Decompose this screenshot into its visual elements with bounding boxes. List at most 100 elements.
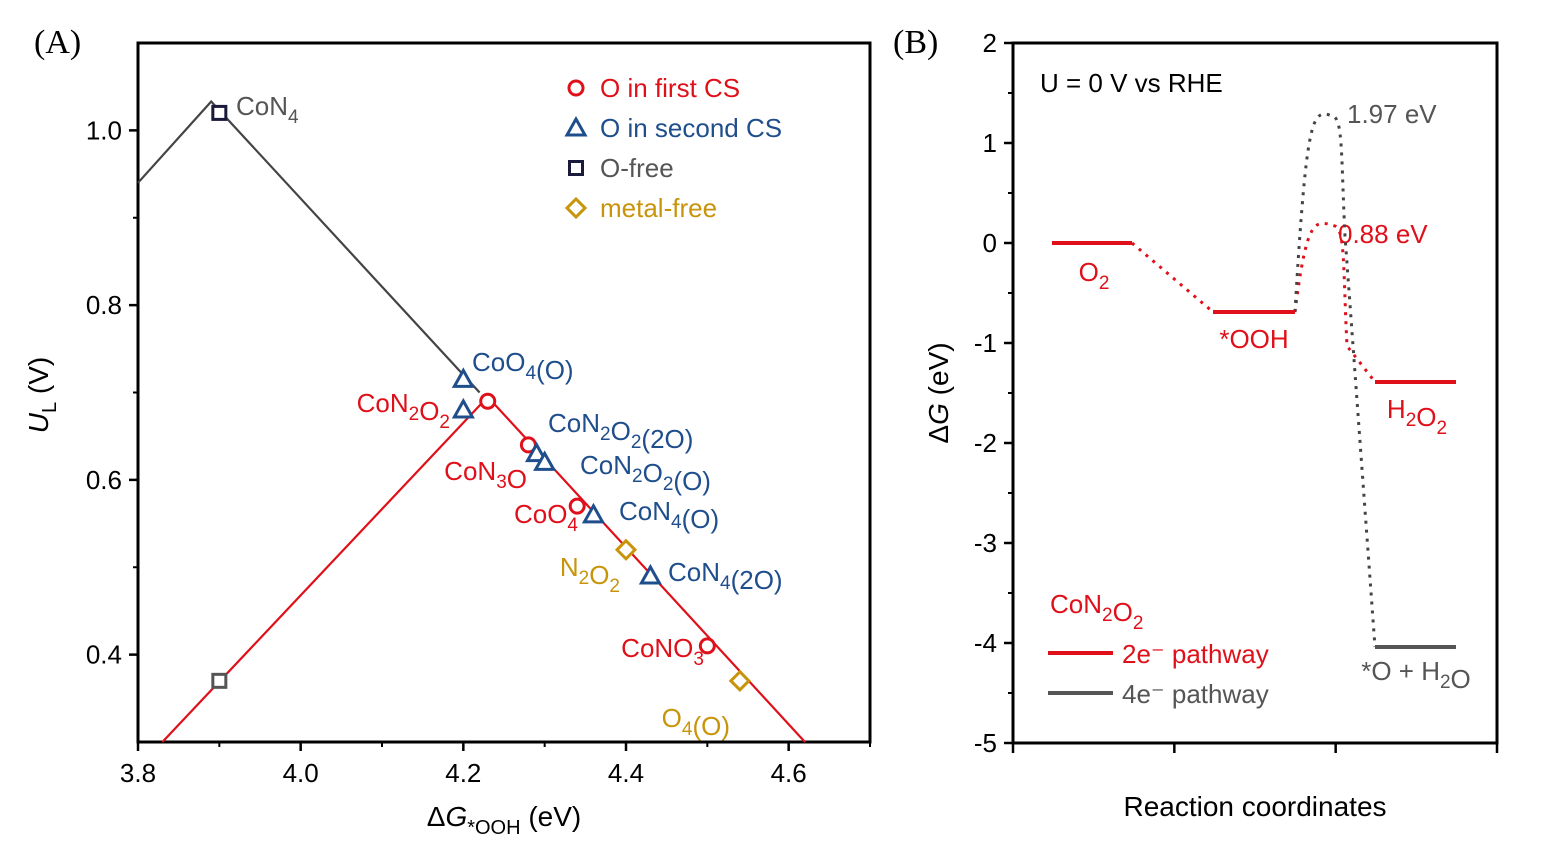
y-tick-label: -3 bbox=[974, 528, 997, 558]
state-label: *O + H2O bbox=[1361, 656, 1471, 694]
text-part: O bbox=[1113, 597, 1133, 627]
subscript: 2 bbox=[663, 474, 674, 495]
panel-b-label: (B) bbox=[893, 24, 938, 61]
state-label: *OOH bbox=[1219, 324, 1288, 354]
data-point-circle bbox=[479, 392, 497, 410]
text-part: CoN bbox=[444, 456, 496, 486]
text-part: O bbox=[1416, 402, 1436, 432]
text-part: O bbox=[419, 396, 439, 426]
data-point-square bbox=[211, 104, 228, 121]
panel-b-energy-paths: 0.88 eV 1.97 eV bbox=[1131, 99, 1437, 648]
state-label: H2O2 bbox=[1387, 394, 1447, 439]
panel-b-y-axis-title: ΔG (eV) bbox=[923, 342, 954, 443]
annotation-con3o: CoN3O bbox=[444, 456, 527, 494]
annotation-con2o2_o: CoN2O2(O) bbox=[580, 450, 711, 496]
legend-entry-label: O-free bbox=[600, 153, 674, 183]
y-tick-label: -5 bbox=[974, 728, 997, 758]
text-part: O bbox=[507, 464, 527, 494]
panel-a-x-axis-title: ΔG*OOH (eV) bbox=[427, 801, 582, 839]
legend-marker-triangle bbox=[564, 115, 588, 137]
y-tick-label: -1 bbox=[974, 328, 997, 358]
data-point-triangle bbox=[451, 367, 475, 388]
panel-a-data-points bbox=[211, 104, 751, 692]
legend-marker-diamond bbox=[564, 196, 588, 220]
text-part: CoN bbox=[668, 557, 720, 587]
data-point-triangle bbox=[638, 563, 662, 585]
annotation-o4o: O4(O) bbox=[662, 703, 730, 741]
y-tick-label: 0.6 bbox=[86, 465, 122, 495]
text-part: *OOH bbox=[1219, 324, 1288, 354]
text-part: CoN bbox=[1050, 589, 1102, 619]
text-part: (O) bbox=[673, 466, 711, 496]
text-part: CoN bbox=[580, 450, 632, 480]
text-part: CoO bbox=[514, 499, 567, 529]
barrier-4e bbox=[1293, 112, 1377, 648]
annotation-con2o2: CoN2O2 bbox=[357, 388, 450, 433]
data-point-triangle bbox=[581, 502, 606, 524]
text-part: (O) bbox=[692, 711, 730, 741]
panel-b-x-axis-title: Reaction coordinates bbox=[1123, 791, 1386, 822]
subscript: 2 bbox=[632, 466, 643, 487]
legend-entry-label: 4e⁻ pathway bbox=[1122, 679, 1269, 709]
text-part: (2O) bbox=[731, 565, 783, 595]
annotation-con2o2_2o: CoN2O2(2O) bbox=[548, 408, 693, 454]
y-tick-label: 0.4 bbox=[86, 640, 122, 670]
text-part: O bbox=[589, 560, 609, 590]
subscript: 2 bbox=[1440, 672, 1451, 693]
annotation-coo4o: CoO4(O) bbox=[472, 347, 574, 385]
barrier-label-2e: 0.88 eV bbox=[1338, 219, 1428, 249]
text-part: CoN bbox=[548, 408, 600, 438]
x-tick-label: 4.6 bbox=[771, 758, 807, 788]
annotation-con4o: CoN4(O) bbox=[619, 496, 719, 534]
text-part: O bbox=[643, 458, 663, 488]
data-point-triangle bbox=[451, 397, 475, 419]
subscript: 2 bbox=[1102, 605, 1113, 626]
text-part: CoN bbox=[236, 91, 288, 121]
annotation-cono3: CoNO3 bbox=[621, 633, 704, 670]
panel-b-plot-frame bbox=[1011, 41, 1499, 745]
y-tick-label: -2 bbox=[974, 428, 997, 458]
panel-b-x-ticks bbox=[1011, 743, 1499, 753]
subscript: 2 bbox=[1133, 613, 1144, 634]
subscript: 3 bbox=[693, 649, 704, 670]
legend-marker-circle bbox=[567, 79, 585, 97]
data-point-square bbox=[211, 672, 228, 689]
text-part: CoN bbox=[619, 496, 671, 526]
annotation-coo4: CoO4 bbox=[514, 499, 578, 536]
text-part: H bbox=[1387, 394, 1406, 424]
text-part: (2O) bbox=[641, 424, 693, 454]
legend-entry-label: O in first CS bbox=[600, 73, 740, 103]
legend-entry-label: metal-free bbox=[600, 193, 717, 223]
link-o2-ooh bbox=[1131, 241, 1214, 314]
subscript: 2 bbox=[579, 568, 590, 589]
y-tick-label: -4 bbox=[974, 628, 997, 658]
text-part: CoN bbox=[357, 388, 409, 418]
subscript: 3 bbox=[496, 472, 507, 493]
y-tick-label: 2 bbox=[983, 28, 997, 58]
subscript: 4 bbox=[682, 719, 693, 740]
panel-b-y-ticks: -5 -4 -3 -2 -1 0 1 2 bbox=[974, 28, 1013, 758]
data-point-diamond bbox=[728, 669, 751, 692]
text-part: O bbox=[1451, 664, 1471, 694]
text-part: O bbox=[1079, 257, 1099, 287]
panel-a-y-ticks: 0.4 0.6 0.8 1.0 bbox=[86, 115, 138, 670]
legend-title: CoN2O2 bbox=[1050, 589, 1143, 634]
text-part: O bbox=[611, 416, 631, 446]
text-part: O bbox=[662, 703, 682, 733]
state-label: O2 bbox=[1079, 257, 1110, 294]
data-point-circle bbox=[698, 637, 716, 655]
subscript: 4 bbox=[525, 363, 536, 384]
legend-marker-square bbox=[568, 160, 584, 176]
barrier-2e bbox=[1293, 221, 1377, 383]
subscript: 2 bbox=[409, 404, 420, 425]
annotation-con4: CoN4 bbox=[236, 91, 299, 128]
text-part: N bbox=[560, 552, 579, 582]
y-tick-label: 1 bbox=[983, 128, 997, 158]
subscript: 2 bbox=[609, 576, 620, 597]
subscript: 2 bbox=[631, 432, 642, 453]
legend-entry-label: 2e⁻ pathway bbox=[1122, 639, 1269, 669]
